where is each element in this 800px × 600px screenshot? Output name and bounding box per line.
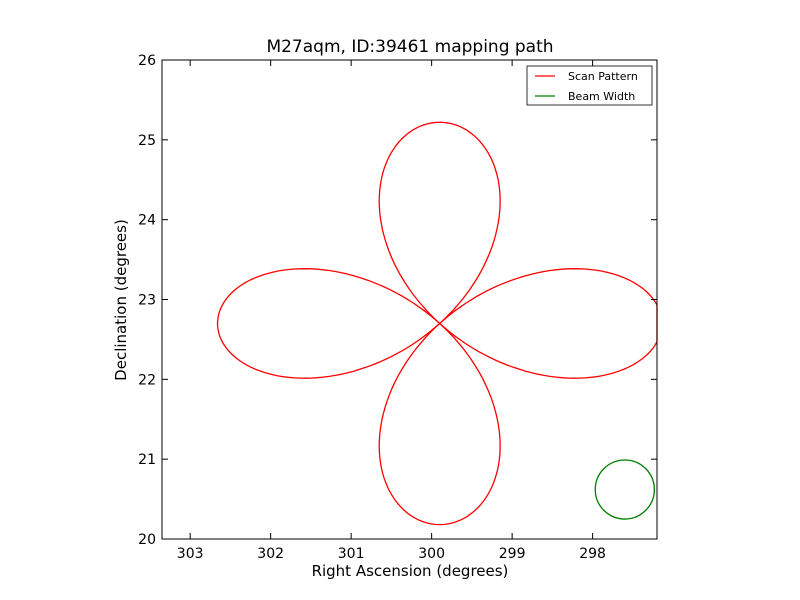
y-tick-label: 23 xyxy=(138,293,156,309)
y-axis-label: Declination (degrees) xyxy=(112,219,130,381)
y-tick-label: 20 xyxy=(138,532,156,548)
x-tick-label: 302 xyxy=(257,546,284,562)
x-axis-label: Right Ascension (degrees) xyxy=(312,562,509,580)
y-tick-label: 25 xyxy=(138,133,156,149)
x-tick-label: 301 xyxy=(338,546,365,562)
chart-title: M27aqm, ID:39461 mapping path xyxy=(266,37,553,57)
beam-width-circle xyxy=(594,459,655,520)
x-tick-label: 303 xyxy=(177,546,204,562)
plot-background xyxy=(162,60,657,539)
x-tick-label: 300 xyxy=(418,546,445,562)
x-axis-ticks: 303 302 301 300 299 298 xyxy=(177,60,606,562)
x-tick-label: 299 xyxy=(499,546,526,562)
y-tick-label: 21 xyxy=(138,452,156,468)
legend-box xyxy=(526,65,653,106)
y-tick-label: 24 xyxy=(138,213,156,229)
legend-label-beam-width: Beam Width xyxy=(568,90,635,103)
y-tick-label: 22 xyxy=(138,372,156,388)
legend-label-scan-pattern: Scan Pattern xyxy=(568,70,638,83)
plot-area xyxy=(162,60,658,539)
legend: Scan Pattern Beam Width xyxy=(526,65,653,106)
x-tick-label: 298 xyxy=(579,546,606,562)
y-tick-label: 26 xyxy=(138,53,156,69)
y-axis-ticks: 20 21 22 23 24 25 26 xyxy=(138,53,657,548)
